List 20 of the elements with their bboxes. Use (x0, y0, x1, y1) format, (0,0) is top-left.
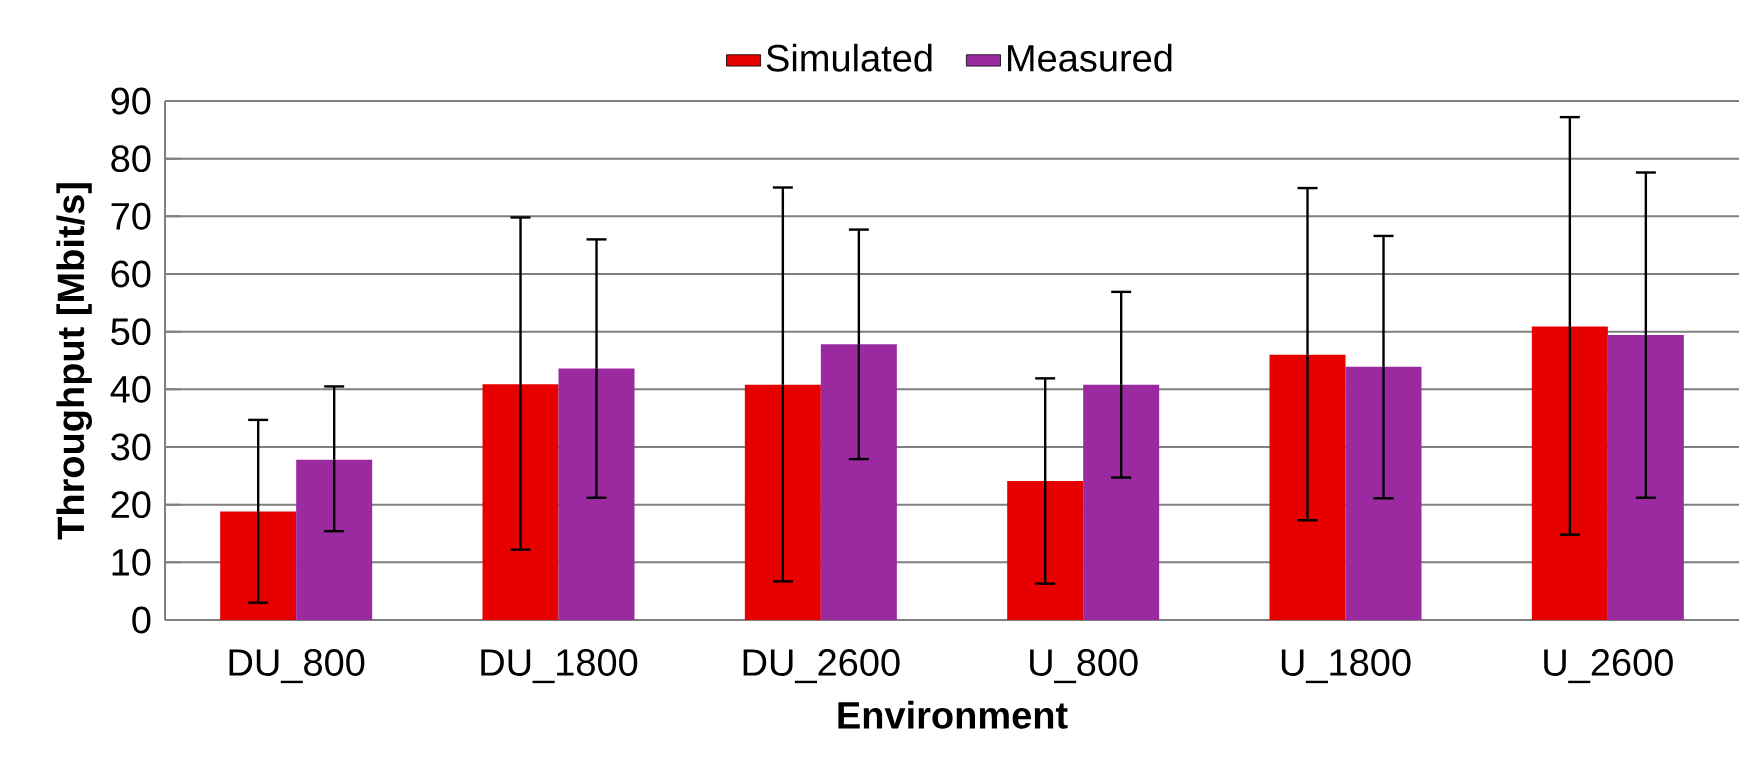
x-tick-label: U_1800 (1281, 649, 1411, 684)
x-tick-label: U_800 (1030, 649, 1138, 684)
y-tick-label: 80 (111, 145, 151, 173)
x-tick-label: U_2600 (1544, 649, 1673, 684)
y-tick-label: 10 (112, 548, 151, 576)
y-tick-label: 70 (111, 202, 151, 230)
y-tick-label: 0 (132, 606, 151, 634)
y-tick-label: 20 (111, 491, 151, 519)
y-axis-title: Throughput [Mbit/s] (56, 183, 92, 540)
x-tick-label: DU_1800 (481, 649, 638, 684)
y-tick-label: 40 (110, 375, 151, 403)
y-tick-label: 30 (111, 433, 151, 461)
x-tick-label: DU_2600 (743, 649, 900, 684)
x-tick-label: DU_800 (229, 649, 365, 684)
legend-label: Simulated (766, 43, 932, 72)
y-tick-label: 90 (111, 87, 151, 115)
y-tick-label: 60 (111, 260, 151, 288)
x-axis-title: Environment (838, 700, 1068, 729)
legend-label: Measured (1008, 43, 1172, 72)
y-tick-label: 50 (111, 318, 151, 346)
